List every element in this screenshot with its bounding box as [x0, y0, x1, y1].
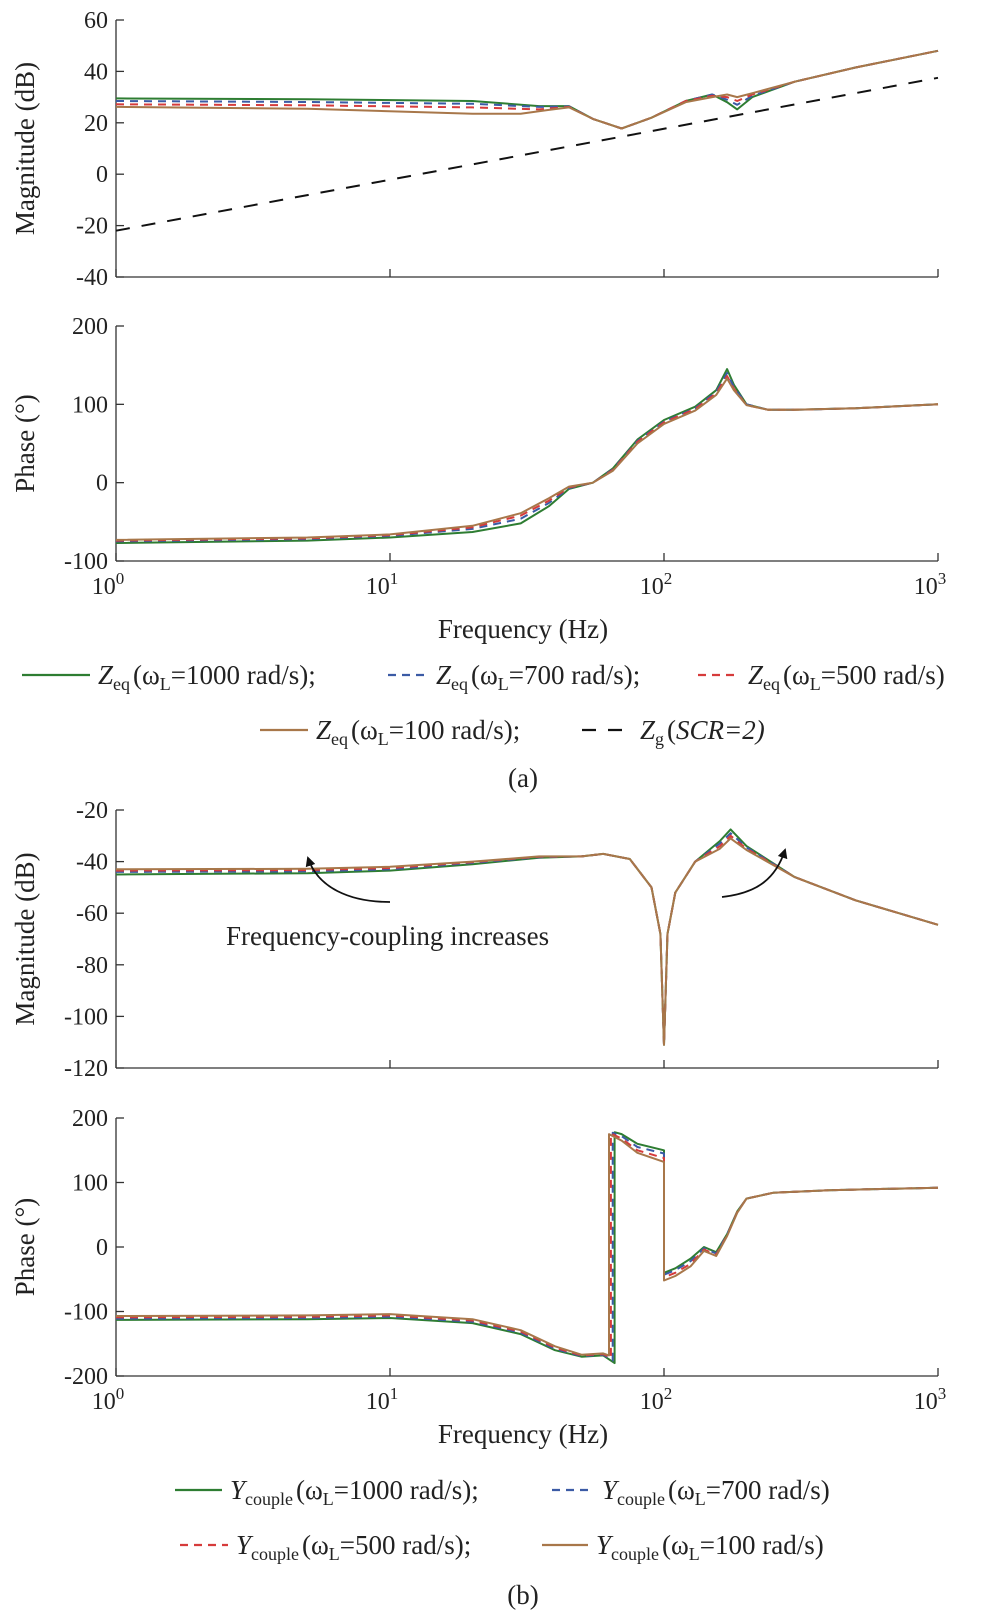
series-line	[115, 1133, 939, 1357]
y-tick-label: -100	[64, 1004, 108, 1030]
series-line	[115, 368, 939, 544]
y-tick-label: 200	[72, 314, 108, 340]
magnitude-plot-a: 60 40 20 0 -20 -40 Magnitude (dB)	[10, 8, 939, 291]
arrow-right	[721, 848, 788, 898]
y-tick-label: -80	[76, 953, 108, 979]
series-line	[115, 49, 939, 130]
y-tick-label: 40	[84, 59, 108, 85]
legend-entry-ycouple-700: Ycouple (ωL=700 rad/s)	[552, 1475, 830, 1509]
y-tick-label: -100	[64, 549, 108, 575]
legend-entry-ycouple-100: Ycouple (ωL=100 rad/s)	[542, 1530, 824, 1564]
y-tick-label: -40	[76, 265, 108, 291]
legend-label: Ycouple (ωL=1000 rad/s);	[230, 1475, 479, 1509]
series-line	[115, 1131, 939, 1362]
frequency-coupling-annotation: Frequency-coupling increases	[226, 848, 788, 951]
legend-entry-ycouple-500: Ycouple (ωL=500 rad/s);	[180, 1530, 471, 1564]
legend-entry-zeq-1000: Zeq (ωL=1000 rad/s);	[22, 660, 316, 694]
y-tick-label: 0	[96, 162, 108, 188]
annotation-text: Frequency-coupling increases	[226, 921, 549, 951]
legend-label: Zg (SCR=2)	[640, 715, 765, 749]
series-line	[115, 49, 939, 130]
x-tick-label: 101	[366, 569, 399, 600]
legend-entry-zg: Zg (SCR=2)	[582, 715, 765, 749]
x-axis-label-a: Frequency (Hz)	[438, 614, 608, 644]
panel-label-b: (b)	[507, 1580, 538, 1610]
y-axis-label: Magnitude (dB)	[10, 852, 40, 1025]
legend-label: Zeq (ωL=700 rad/s);	[436, 660, 640, 694]
series-line	[115, 1132, 939, 1359]
legend-label: Ycouple (ωL=500 rad/s);	[236, 1530, 471, 1564]
y-tick-label: -100	[64, 1300, 108, 1326]
x-tick-label: 103	[914, 569, 947, 600]
y-tick-label: -200	[64, 1364, 108, 1390]
series-line	[115, 837, 939, 1046]
series-line	[115, 49, 939, 130]
magnitude-plot-b: -20 -40 -60 -80 -100 -120 Magnitude (dB)	[10, 798, 939, 1082]
panel-b: -20 -40 -60 -80 -100 -120 Magnitude (dB) 200 10…	[10, 798, 946, 1610]
legend-label: Ycouple (ωL=700 rad/s)	[602, 1475, 830, 1509]
legend-label: Zeq (ωL=500 rad/s)	[748, 660, 945, 694]
legend-label: Ycouple (ωL=100 rad/s)	[596, 1530, 824, 1564]
series-line	[115, 49, 939, 130]
legend-entry-zeq-500: Zeq (ωL=500 rad/s)	[698, 660, 945, 694]
y-tick-label: -20	[76, 214, 108, 240]
x-tick-label: 100	[92, 1384, 125, 1415]
legend-label: Zeq (ωL=100 rad/s);	[316, 715, 520, 749]
y-tick-label: -40	[76, 850, 108, 876]
legend-a: Zeq (ωL=1000 rad/s); Zeq (ωL=700 rad/s); Z…	[22, 660, 945, 749]
legend-entry-ycouple-1000: Ycouple (ωL=1000 rad/s);	[175, 1475, 479, 1509]
y-tick-label: -120	[64, 1056, 108, 1082]
y-tick-label: 0	[96, 1235, 108, 1261]
y-axis-label: Phase (°)	[10, 1198, 40, 1297]
x-tick-label: 103	[914, 1384, 947, 1415]
legend-label: Zeq (ωL=1000 rad/s);	[98, 660, 316, 694]
series-line	[115, 1131, 939, 1365]
y-tick-label: 0	[96, 471, 108, 497]
legend-entry-zeq-100: Zeq (ωL=100 rad/s);	[260, 715, 520, 749]
series-line	[115, 372, 939, 543]
arrow-left	[305, 856, 391, 903]
panel-label-a: (a)	[508, 763, 538, 793]
y-tick-label: -60	[76, 901, 108, 927]
y-tick-label: 60	[84, 8, 108, 34]
y-axis-label: Phase (°)	[10, 394, 40, 493]
x-tick-label: 101	[366, 1384, 399, 1415]
y-tick-label: -20	[76, 798, 108, 824]
y-tick-label: 100	[72, 1171, 108, 1197]
x-tick-label: 102	[640, 1384, 673, 1415]
y-tick-label: 100	[72, 392, 108, 418]
legend-b: Ycouple (ωL=1000 rad/s); Ycouple (ωL=700 r…	[175, 1475, 830, 1564]
series-line	[115, 377, 939, 541]
legend-entry-zeq-700: Zeq (ωL=700 rad/s);	[388, 660, 640, 694]
y-axis-label: Magnitude (dB)	[10, 62, 40, 235]
y-tick-label: 200	[72, 1106, 108, 1132]
x-tick-label: 102	[640, 569, 673, 600]
x-axis-label-b: Frequency (Hz)	[438, 1419, 608, 1449]
series-line	[115, 76, 939, 232]
x-tick-label: 100	[92, 569, 125, 600]
y-tick-label: 20	[84, 111, 108, 137]
